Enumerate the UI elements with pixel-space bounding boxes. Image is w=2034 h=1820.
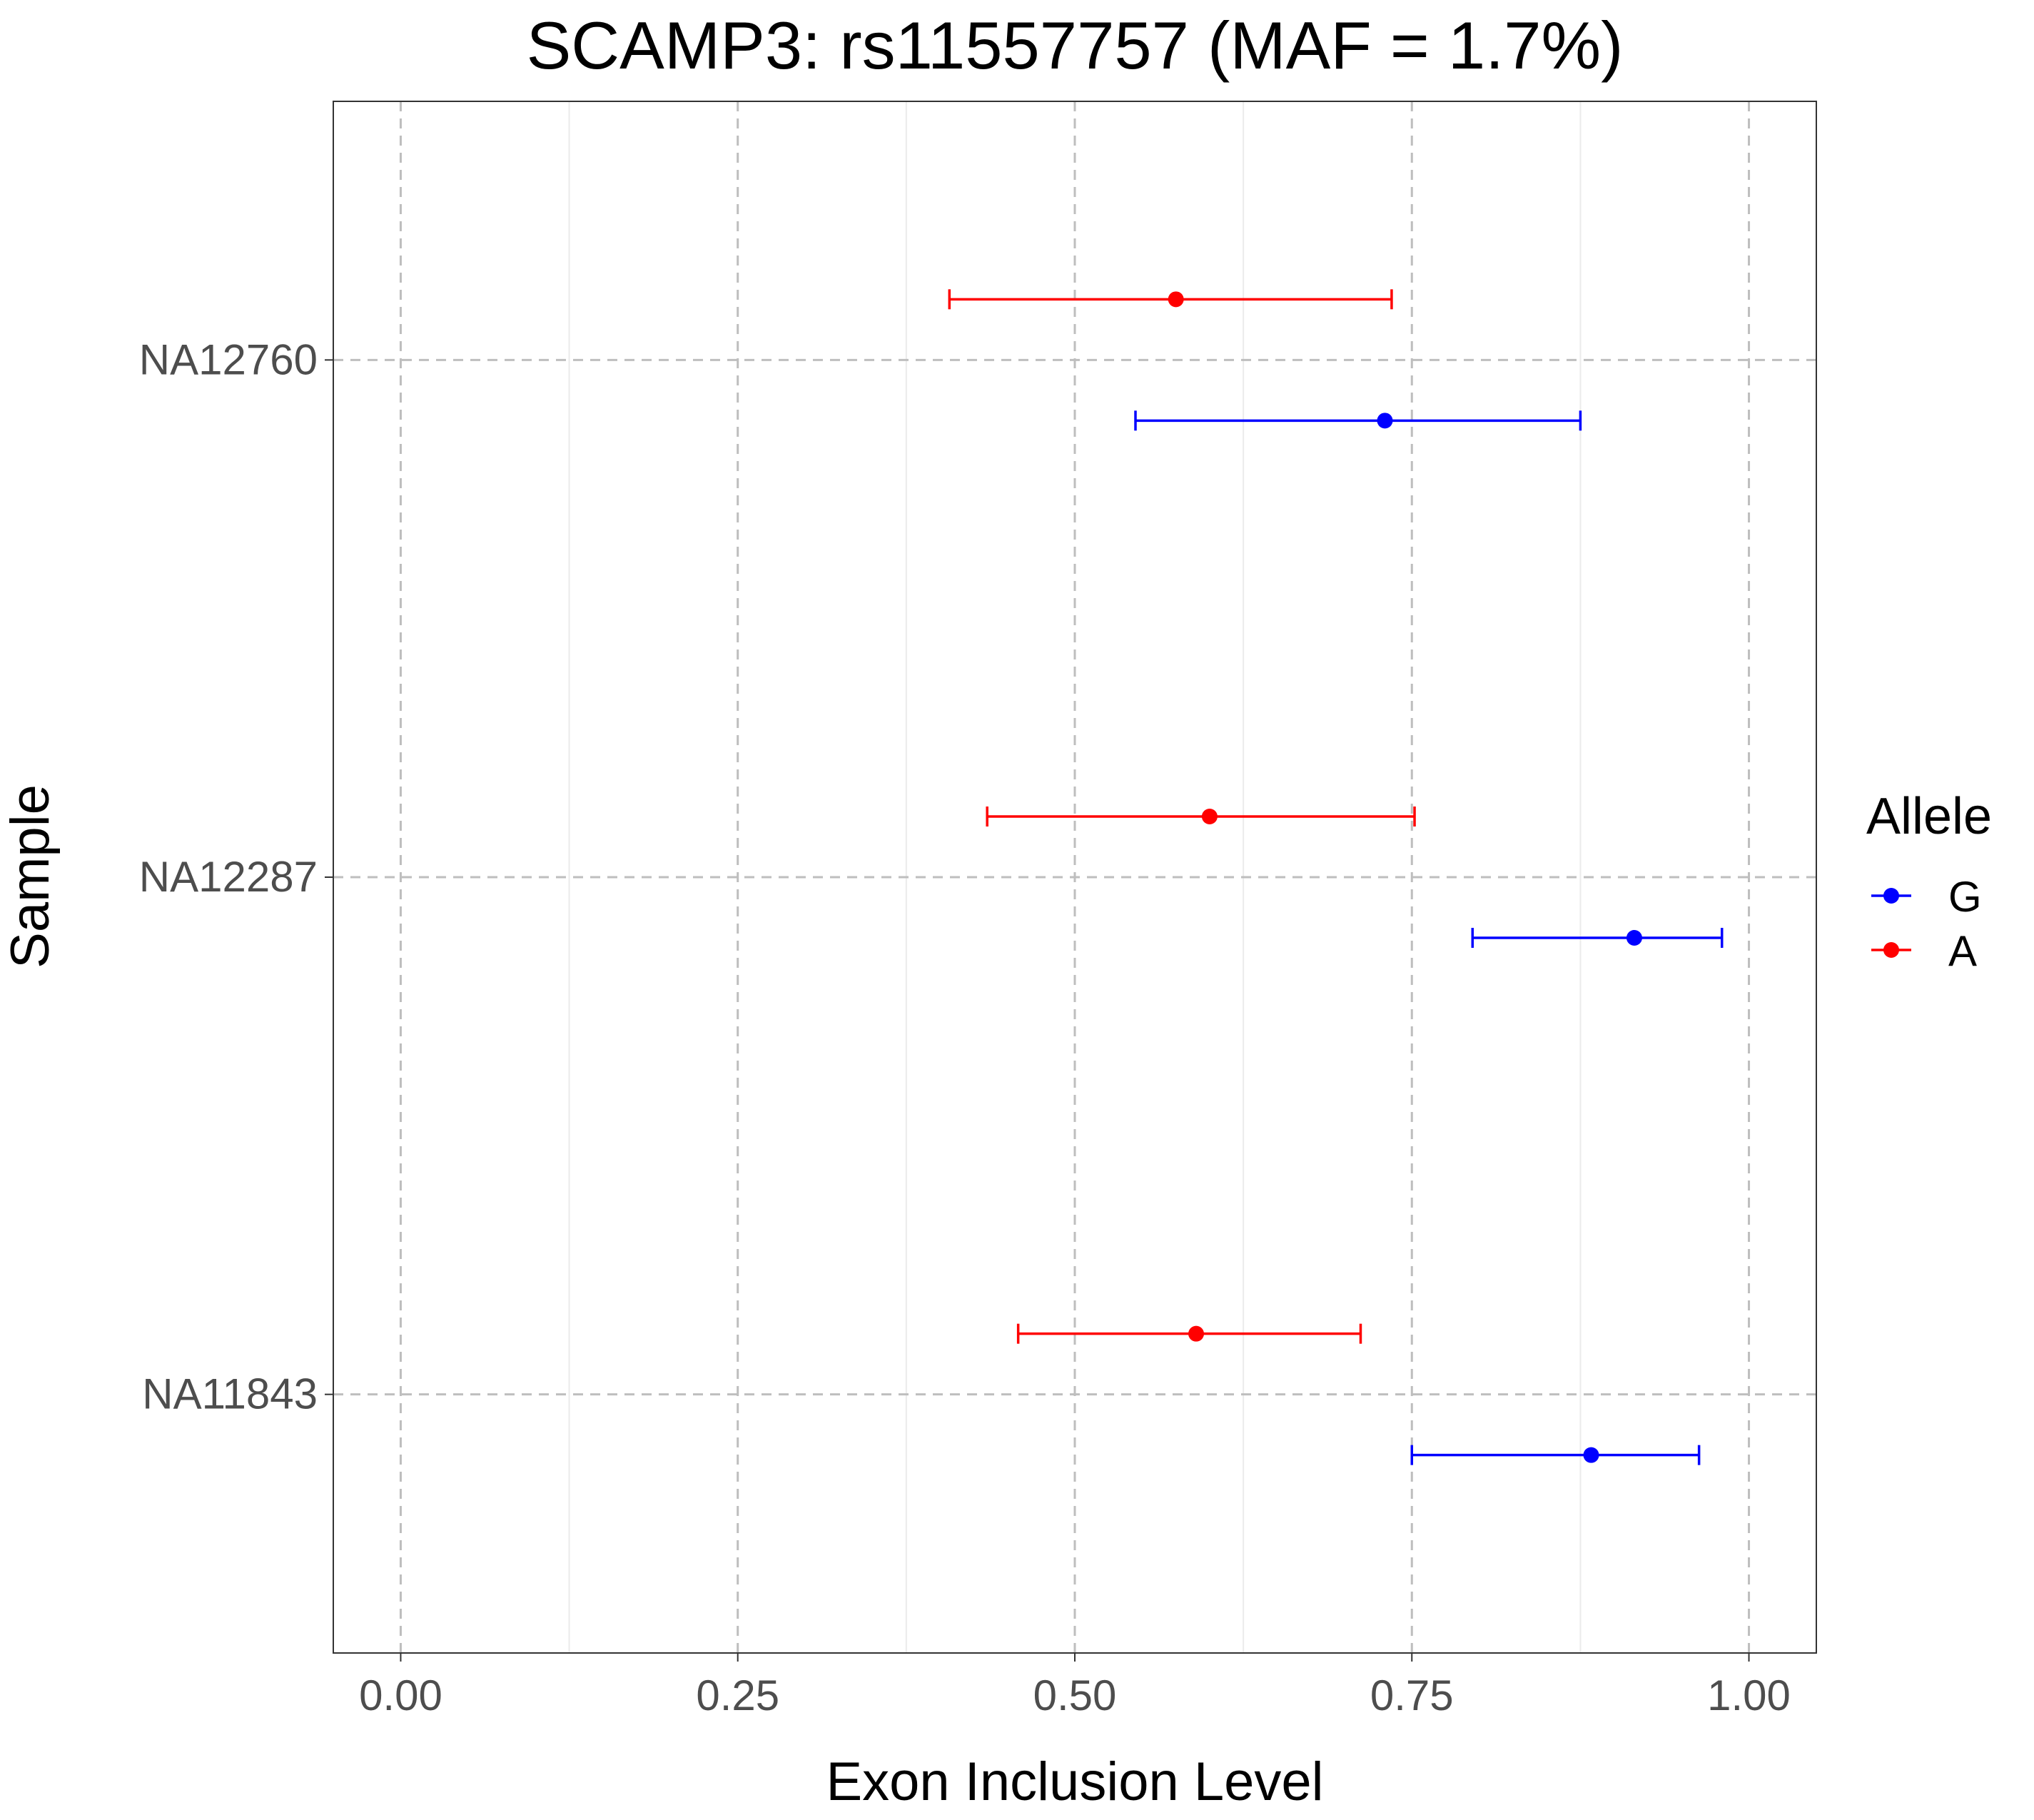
x-axis-title: Exon Inclusion Level xyxy=(826,1751,1323,1812)
legend-title: Allele xyxy=(1866,788,1992,845)
data-point xyxy=(1626,930,1642,946)
legend-key-point xyxy=(1883,888,1899,904)
x-tick-label: 0.00 xyxy=(359,1672,442,1719)
legend-label: A xyxy=(1948,927,1977,975)
data-series xyxy=(948,289,1724,1465)
data-point xyxy=(1583,1447,1599,1463)
y-tick-label: NA11843 xyxy=(142,1370,318,1418)
data-point xyxy=(1168,291,1184,308)
series-A xyxy=(948,289,1416,1344)
chart-title: SCAMP3: rs11557757 (MAF = 1.7%) xyxy=(527,8,1624,83)
legend-entry-A: A xyxy=(1871,927,1977,975)
axes: 0.00 0.25 0.50 0.75 1.00 NA12760 NA12287 NA1184… xyxy=(139,335,1791,1719)
series-G xyxy=(1134,410,1724,1465)
data-point xyxy=(1377,413,1393,429)
y-tick-label: NA12760 xyxy=(139,335,318,383)
x-tick-label: 0.25 xyxy=(696,1672,779,1719)
legend-entry-G: G xyxy=(1871,873,1982,921)
y-axis-title: Sample xyxy=(0,784,61,969)
data-point xyxy=(1188,1325,1205,1342)
x-tick-label: 1.00 xyxy=(1707,1672,1791,1719)
legend: Allele GA xyxy=(1866,788,1992,975)
legend-key-point xyxy=(1883,942,1899,958)
legend-keys: GA xyxy=(1871,873,1982,975)
x-tick-label: 0.50 xyxy=(1033,1672,1117,1719)
x-tick-label: 0.75 xyxy=(1370,1672,1454,1719)
data-point xyxy=(1201,809,1218,824)
grid-lines xyxy=(333,101,1816,1653)
y-tick-label: NA12287 xyxy=(139,853,318,901)
legend-label: G xyxy=(1948,873,1982,921)
